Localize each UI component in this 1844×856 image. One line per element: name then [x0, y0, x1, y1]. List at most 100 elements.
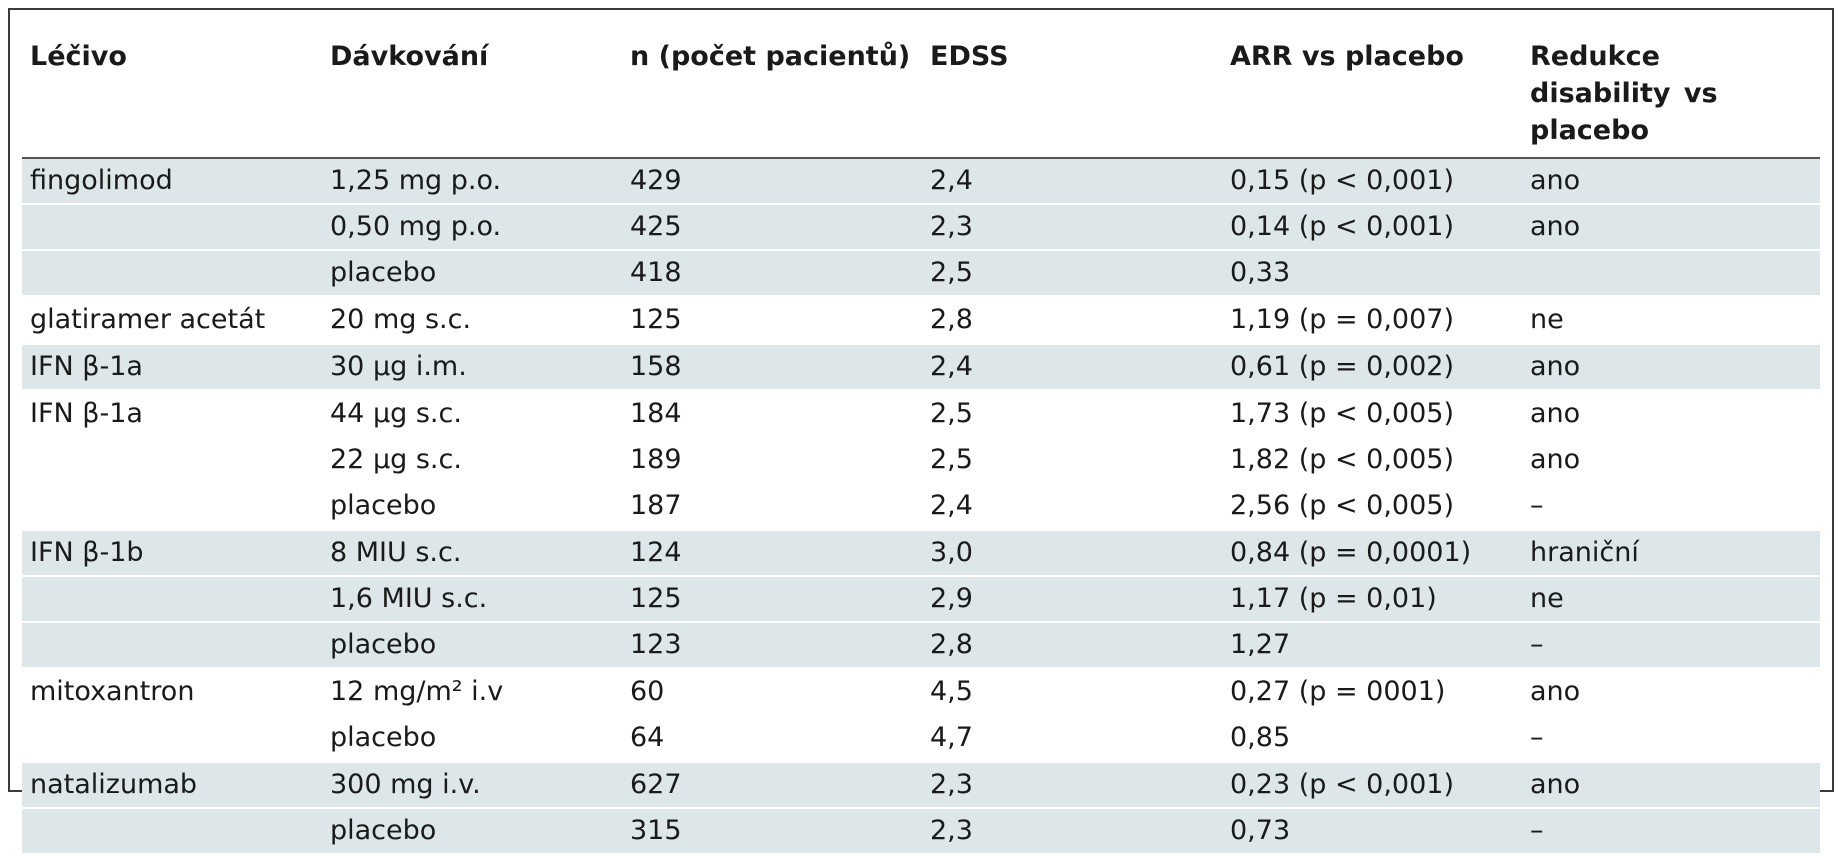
cell-arr: 0,23 (p < 0,001)	[1222, 761, 1522, 808]
cell-edss: 3,0	[922, 529, 1222, 576]
cell-drug	[22, 204, 322, 250]
cell-dosage: 1,25 mg p.o.	[322, 158, 622, 204]
table-body: fingolimod 1,25 mg p.o. 429 2,4 0,15 (p < 0,…	[22, 158, 1820, 855]
cell-drug: fingolimod	[22, 158, 322, 204]
cell-arr: 1,19 (p = 0,007)	[1230, 304, 1454, 335]
cell-drug	[22, 437, 322, 483]
cell-drug: mitoxantron	[30, 676, 195, 707]
cell-disability: ano	[1522, 158, 1820, 204]
cell-edss: 2,5	[930, 444, 973, 475]
table-row: IFN β-1b 8 MIU s.c. 124 3,0 0,84 (p = 0,0001…	[22, 529, 1820, 576]
cell-dosage: placebo	[322, 808, 622, 855]
table-row: 0,50 mg p.o. 425 2,3 0,14 (p < 0,001) ano	[22, 204, 1820, 250]
cell-disability: –	[1530, 490, 1544, 521]
cell-arr: 0,73	[1222, 808, 1522, 855]
cell-arr: 0,15 (p < 0,001)	[1222, 158, 1522, 204]
cell-patients: 184	[630, 398, 682, 429]
cell-patients: 60	[630, 676, 665, 707]
cell-disability: ano	[1530, 398, 1581, 429]
cell-arr: 0,84 (p = 0,0001)	[1222, 529, 1522, 576]
cell-patients: 315	[622, 808, 922, 855]
header-disability: Redukce disability vs placebo	[1530, 41, 1718, 146]
table-header: Léčivo Dávkování n (počet pacientů) EDSS…	[22, 22, 1820, 158]
cell-edss: 2,3	[922, 808, 1222, 855]
cell-edss: 2,4	[930, 490, 973, 521]
cell-disability: hraniční	[1522, 529, 1820, 576]
cell-patients: 123	[622, 622, 922, 669]
cell-patients: 425	[622, 204, 922, 250]
cell-dosage: 300 mg i.v.	[322, 761, 622, 808]
cell-arr: 1,73 (p < 0,005)	[1230, 398, 1454, 429]
cell-disability: ano	[1522, 204, 1820, 250]
table-row: 1,6 MIU s.c. 125 2,9 1,17 (p = 0,01) ne	[22, 576, 1820, 622]
table-row: placebo 418 2,5 0,33	[22, 250, 1820, 297]
cell-edss: 2,4	[922, 343, 1222, 391]
cell-dosage: placebo	[322, 622, 622, 669]
cell-dosage: 8 MIU s.c.	[322, 529, 622, 576]
cell-edss: 2,5	[930, 398, 973, 429]
cell-edss: 4,5	[930, 676, 973, 707]
cell-drug	[22, 808, 322, 855]
cell-drug	[22, 250, 322, 297]
cell-disability: ano	[1522, 761, 1820, 808]
cell-drug: natalizumab	[22, 761, 322, 808]
cell-patients: 158	[622, 343, 922, 391]
cell-patients: 627	[622, 761, 922, 808]
cell-drug	[22, 715, 322, 762]
header-drug: Léčivo	[30, 41, 127, 72]
header-arr: ARR vs placebo	[1230, 41, 1464, 72]
cell-disability: ano	[1530, 676, 1581, 707]
cell-arr: 1,82 (p < 0,005)	[1230, 444, 1454, 475]
cell-drug	[22, 576, 322, 622]
table-row: glatiramer acetát 20 mg s.c. 125 2,8 1,19 (p…	[22, 297, 1820, 344]
cell-disability: –	[1522, 808, 1820, 855]
cell-arr: 0,33	[1222, 250, 1522, 297]
table-row: placebo 187 2,4 2,56 (p < 0,005) –	[22, 483, 1820, 530]
cell-patients: 418	[622, 250, 922, 297]
cell-patients: 64	[630, 722, 665, 753]
drug-comparison-table: Léčivo Dávkování n (počet pacientů) EDSS…	[22, 22, 1820, 856]
header-edss: EDSS	[930, 41, 1009, 72]
cell-patients: 187	[630, 490, 682, 521]
cell-disability: ne	[1530, 304, 1564, 335]
cell-edss: 2,8	[930, 304, 973, 335]
cell-disability: –	[1530, 722, 1544, 753]
cell-dosage: 44 µg s.c.	[330, 398, 462, 429]
cell-edss: 2,9	[922, 576, 1222, 622]
cell-disability	[1522, 250, 1820, 297]
cell-edss: 2,3	[922, 761, 1222, 808]
table-row: placebo 315 2,3 0,73–	[22, 808, 1820, 855]
cell-drug	[22, 483, 322, 530]
cell-patients: 125	[630, 304, 682, 335]
cell-patients: 124	[622, 529, 922, 576]
header-dosage: Dávkování	[330, 41, 489, 72]
table-row: fingolimod 1,25 mg p.o. 429 2,4 0,15 (p < 0,…	[22, 158, 1820, 204]
cell-drug: IFN β-1a	[22, 343, 322, 391]
cell-dosage: placebo	[330, 722, 437, 753]
cell-drug: IFN β-1a	[30, 398, 143, 429]
header-row: Léčivo Dávkování n (počet pacientů) EDSS…	[22, 22, 1820, 158]
table-row: 22 µg s.c. 189 2,5 1,82 (p < 0,005) ano	[22, 437, 1820, 483]
cell-disability: ano	[1530, 444, 1581, 475]
cell-disability: ano	[1522, 343, 1820, 391]
cell-drug: glatiramer acetát	[30, 304, 266, 335]
cell-edss: 2,4	[922, 158, 1222, 204]
cell-disability: ne	[1522, 576, 1820, 622]
cell-patients: 429	[622, 158, 922, 204]
cell-dosage: 22 µg s.c.	[330, 444, 462, 475]
cell-dosage: 30 µg i.m.	[322, 343, 622, 391]
table-row: placebo 123 2,8 1,27–	[22, 622, 1820, 669]
table-row: IFN β-1a 30 µg i.m. 158 2,4 0,61 (p = 0,002)…	[22, 343, 1820, 391]
cell-dosage: placebo	[322, 250, 622, 297]
cell-drug: IFN β-1b	[22, 529, 322, 576]
cell-patients: 125	[622, 576, 922, 622]
cell-arr: 1,27	[1222, 622, 1522, 669]
cell-edss: 2,5	[922, 250, 1222, 297]
table-row: mitoxantron 12 mg/m² i.v 60 4,5 0,27 (p = 00…	[22, 669, 1820, 715]
cell-arr: 0,85	[1230, 722, 1291, 753]
cell-edss: 2,3	[922, 204, 1222, 250]
cell-dosage: 0,50 mg p.o.	[322, 204, 622, 250]
cell-dosage: placebo	[330, 490, 437, 521]
cell-arr: 0,27 (p = 0001)	[1230, 676, 1446, 707]
cell-patients: 189	[630, 444, 682, 475]
